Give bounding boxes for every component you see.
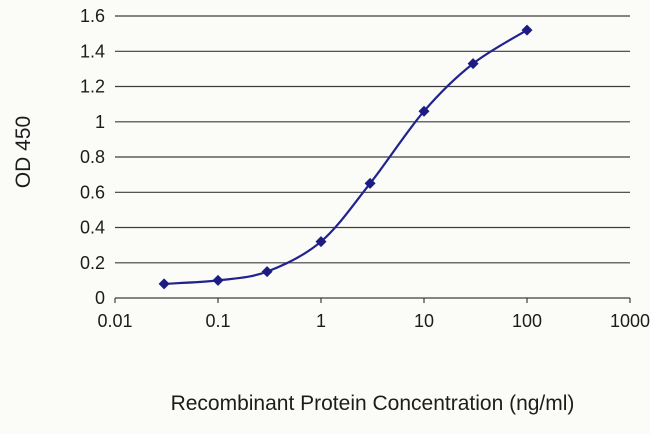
svg-text:0.6: 0.6 xyxy=(80,182,105,202)
svg-text:10: 10 xyxy=(414,311,434,331)
svg-text:100: 100 xyxy=(512,311,542,331)
svg-text:0.2: 0.2 xyxy=(80,253,105,273)
chart-plot-area: 0 0.2 0.4 0.6 0.8 1 1.2 1.4 1.6 0.01 0.1 1 10 100 1000 xyxy=(80,6,650,331)
svg-text:1000: 1000 xyxy=(610,311,650,331)
y-axis-title: OD 450 xyxy=(12,115,35,189)
svg-text:0.01: 0.01 xyxy=(97,311,132,331)
svg-text:1.6: 1.6 xyxy=(80,6,105,26)
svg-text:1.2: 1.2 xyxy=(80,77,105,97)
svg-text:0.1: 0.1 xyxy=(205,311,230,331)
svg-text:1: 1 xyxy=(95,112,105,132)
x-axis-title: Recombinant Protein Concentration (ng/ml… xyxy=(170,392,575,415)
svg-text:0.4: 0.4 xyxy=(80,218,105,238)
svg-text:1.4: 1.4 xyxy=(80,41,105,61)
svg-text:0.8: 0.8 xyxy=(80,147,105,167)
svg-text:1: 1 xyxy=(316,311,326,331)
svg-text:0: 0 xyxy=(95,288,105,308)
